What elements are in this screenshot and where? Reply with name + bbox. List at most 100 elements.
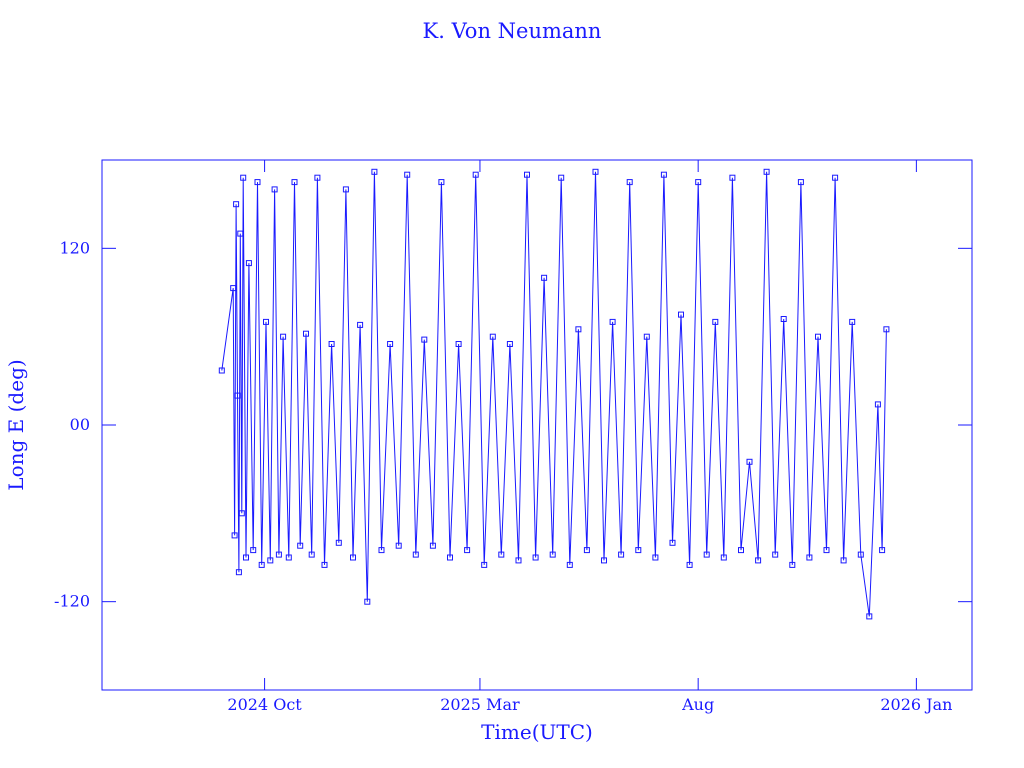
data-point bbox=[321, 561, 328, 568]
data-point bbox=[350, 554, 356, 561]
data-point bbox=[235, 569, 242, 576]
data-point bbox=[712, 318, 719, 325]
data-point bbox=[738, 547, 744, 554]
data-point bbox=[772, 551, 779, 558]
data-point bbox=[729, 174, 736, 181]
data-point bbox=[464, 547, 471, 554]
data-point bbox=[686, 561, 693, 568]
data-point bbox=[857, 551, 864, 558]
x-tick-label: Aug bbox=[681, 695, 714, 714]
data-point bbox=[652, 554, 659, 561]
y-axis-label: Long E (deg) bbox=[4, 359, 28, 490]
data-point bbox=[558, 174, 565, 181]
data-point bbox=[357, 321, 364, 328]
data-point bbox=[263, 318, 269, 325]
data-point bbox=[506, 341, 513, 347]
data-point bbox=[472, 171, 479, 178]
data-point bbox=[815, 333, 821, 340]
data-point bbox=[609, 318, 616, 325]
data-point bbox=[695, 179, 702, 186]
data-point bbox=[234, 392, 241, 399]
data-point bbox=[720, 554, 727, 561]
data-point bbox=[429, 542, 436, 549]
data-point bbox=[258, 561, 265, 568]
data-point bbox=[250, 547, 257, 554]
data-point bbox=[746, 458, 753, 465]
data-point bbox=[267, 557, 274, 564]
data-point bbox=[438, 179, 445, 186]
data-point bbox=[498, 551, 505, 558]
data-point bbox=[879, 547, 886, 554]
data-point bbox=[240, 174, 247, 181]
data-point bbox=[549, 551, 556, 558]
chart-title: K. Von Neumann bbox=[423, 19, 602, 43]
data-point bbox=[308, 551, 315, 558]
data-point bbox=[218, 367, 225, 374]
data-point bbox=[703, 551, 710, 558]
data-point bbox=[243, 554, 249, 561]
data-point bbox=[832, 174, 839, 181]
data-point bbox=[303, 330, 309, 337]
data-point bbox=[678, 311, 684, 318]
data-point bbox=[364, 598, 371, 605]
data-point bbox=[532, 554, 539, 561]
series-line bbox=[221, 171, 887, 617]
data-point bbox=[387, 341, 394, 347]
data-point bbox=[849, 318, 856, 325]
data-point bbox=[515, 557, 522, 564]
data-point bbox=[866, 613, 873, 620]
y-tick-label: 00 bbox=[70, 415, 90, 434]
data-point bbox=[404, 171, 411, 178]
data-point bbox=[297, 542, 304, 549]
data-point bbox=[566, 561, 573, 568]
x-tick-label: 2024 Oct bbox=[227, 695, 302, 714]
data-point bbox=[592, 168, 599, 175]
data-point bbox=[840, 557, 847, 564]
data-point bbox=[755, 557, 762, 564]
data-point bbox=[643, 333, 650, 340]
data-point bbox=[618, 551, 625, 558]
data-point bbox=[342, 186, 349, 193]
data-point bbox=[280, 333, 287, 340]
data-point bbox=[237, 230, 244, 237]
data-point bbox=[314, 174, 321, 181]
y-tick-label: -120 bbox=[54, 592, 90, 611]
data-point bbox=[797, 179, 804, 186]
data-point bbox=[481, 561, 488, 568]
data-point bbox=[524, 171, 530, 178]
plot-area bbox=[218, 168, 890, 620]
x-axis-label: Time(UTC) bbox=[481, 720, 593, 744]
data-point bbox=[335, 539, 342, 546]
data-point bbox=[455, 341, 462, 347]
data-point bbox=[635, 547, 642, 554]
data-point bbox=[823, 547, 830, 554]
data-point bbox=[328, 341, 335, 347]
data-point bbox=[806, 554, 813, 561]
x-tick-label: 2025 Mar bbox=[440, 695, 520, 714]
data-point bbox=[271, 186, 278, 193]
data-point bbox=[789, 561, 796, 568]
data-point bbox=[285, 554, 292, 561]
data-point bbox=[489, 333, 496, 340]
data-point bbox=[254, 179, 261, 186]
data-point bbox=[233, 201, 240, 208]
data-point bbox=[421, 336, 428, 343]
data-point bbox=[291, 179, 298, 186]
data-point bbox=[575, 326, 582, 333]
data-point bbox=[541, 274, 548, 281]
y-axis: 120 00 -120 bbox=[54, 238, 972, 611]
data-point bbox=[412, 551, 419, 558]
data-point bbox=[395, 542, 402, 549]
data-point bbox=[601, 557, 607, 564]
data-point bbox=[231, 532, 238, 539]
plot-frame bbox=[101, 159, 973, 691]
data-point bbox=[660, 171, 667, 178]
data-point bbox=[230, 285, 237, 292]
y-tick-label: 120 bbox=[59, 238, 90, 257]
data-point bbox=[874, 401, 881, 408]
data-point bbox=[238, 510, 245, 517]
data-point bbox=[583, 547, 590, 554]
x-axis: 2024 Oct 2025 Mar Aug 2026 Jan bbox=[227, 160, 952, 714]
data-point bbox=[780, 316, 787, 322]
